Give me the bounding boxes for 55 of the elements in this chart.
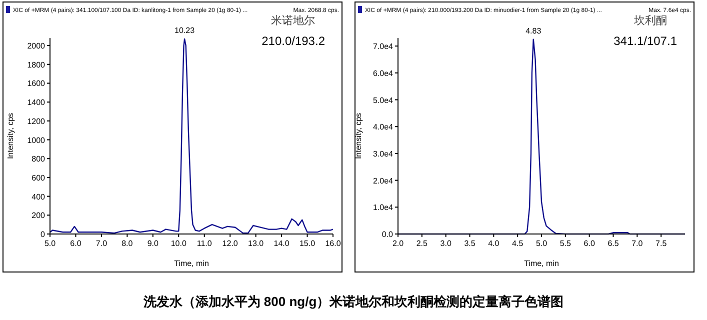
y-tick-label: 1200 (27, 116, 46, 126)
x-tick-label: 6.0 (70, 239, 82, 248)
x-tick-label: 6.0 (584, 239, 596, 248)
annotation: 10.23 (174, 26, 196, 35)
x-tick-label: 5.0 (44, 239, 56, 248)
annotation: 4.83 (526, 26, 542, 36)
y-tick-label: 4.0e4 (372, 122, 394, 132)
y-tick-label: 7.0e4 (372, 42, 394, 52)
text: 米诺地尔 (271, 14, 315, 27)
annotation: 341.1/107.1 (614, 34, 678, 48)
y-tick-label: 2.0e4 (372, 176, 394, 186)
x-tick-label: 3.0 (440, 239, 452, 248)
y-axis-title: Intensity, cps (354, 112, 363, 160)
y-tick-label: 400 (32, 192, 46, 202)
x-tick-label: 3.5 (464, 239, 476, 248)
x-tick-label: 2.0 (392, 239, 404, 248)
x-tick-label: 4.5 (512, 239, 524, 248)
y-tick-label: 6.0e4 (372, 68, 394, 78)
x-tick-label: 5.0 (536, 239, 548, 248)
y-tick-label: 0 (40, 230, 46, 239)
x-tick-label: 8.0 (122, 239, 134, 248)
x-tick-label: 11.0 (196, 239, 212, 248)
line-series (49, 38, 334, 234)
y-tick-label: 1.0e4 (372, 203, 394, 212)
y-tick-label: 200 (32, 211, 46, 220)
y-axis-title: Intensity, cps (6, 112, 15, 160)
x-tick-label: 2.5 (416, 239, 428, 248)
x-tick-label: 7.0 (96, 239, 108, 248)
text: 洗发水（添加水平为 800 ng/g）米诺地尔和坎利酮检测的定量离子色谱图 (142, 294, 564, 309)
y-tick-label: 3.0e4 (372, 149, 394, 158)
x-tick-label: 13.0 (248, 239, 264, 248)
text: 坎利酮 (633, 14, 667, 27)
x-tick-label: 7.0 (632, 239, 644, 248)
x-tick-label: 14.0 (274, 239, 290, 248)
y-tick-label: 0.0 (382, 230, 394, 239)
y-tick-label: 1800 (27, 60, 46, 70)
y-tick-label: 1600 (27, 79, 46, 88)
y-tick-label: 800 (32, 154, 46, 164)
x-axis-title: Time, min (174, 259, 209, 268)
x-tick-label: 4.0 (488, 239, 500, 248)
y-tick-label: 1000 (27, 136, 46, 145)
y-tick-label: 2000 (27, 42, 46, 51)
x-tick-label: 16.0 (325, 239, 342, 248)
x-tick-label: 12.0 (222, 239, 238, 248)
y-tick-label: 600 (32, 173, 46, 182)
y-tick-label: 1400 (27, 98, 46, 108)
x-tick-label: 5.5 (560, 239, 572, 248)
y-tick-label: 5.0e4 (372, 96, 394, 105)
x-tick-label: 7.5 (656, 239, 668, 248)
x-tick-label: 6.5 (608, 239, 620, 248)
annotation: 210.0/193.2 (262, 34, 326, 48)
x-tick-label: 10.0 (170, 239, 187, 248)
x-tick-label: 9.0 (147, 239, 160, 248)
x-tick-label: 15.0 (299, 239, 316, 248)
x-axis-title: Time, min (524, 259, 559, 268)
